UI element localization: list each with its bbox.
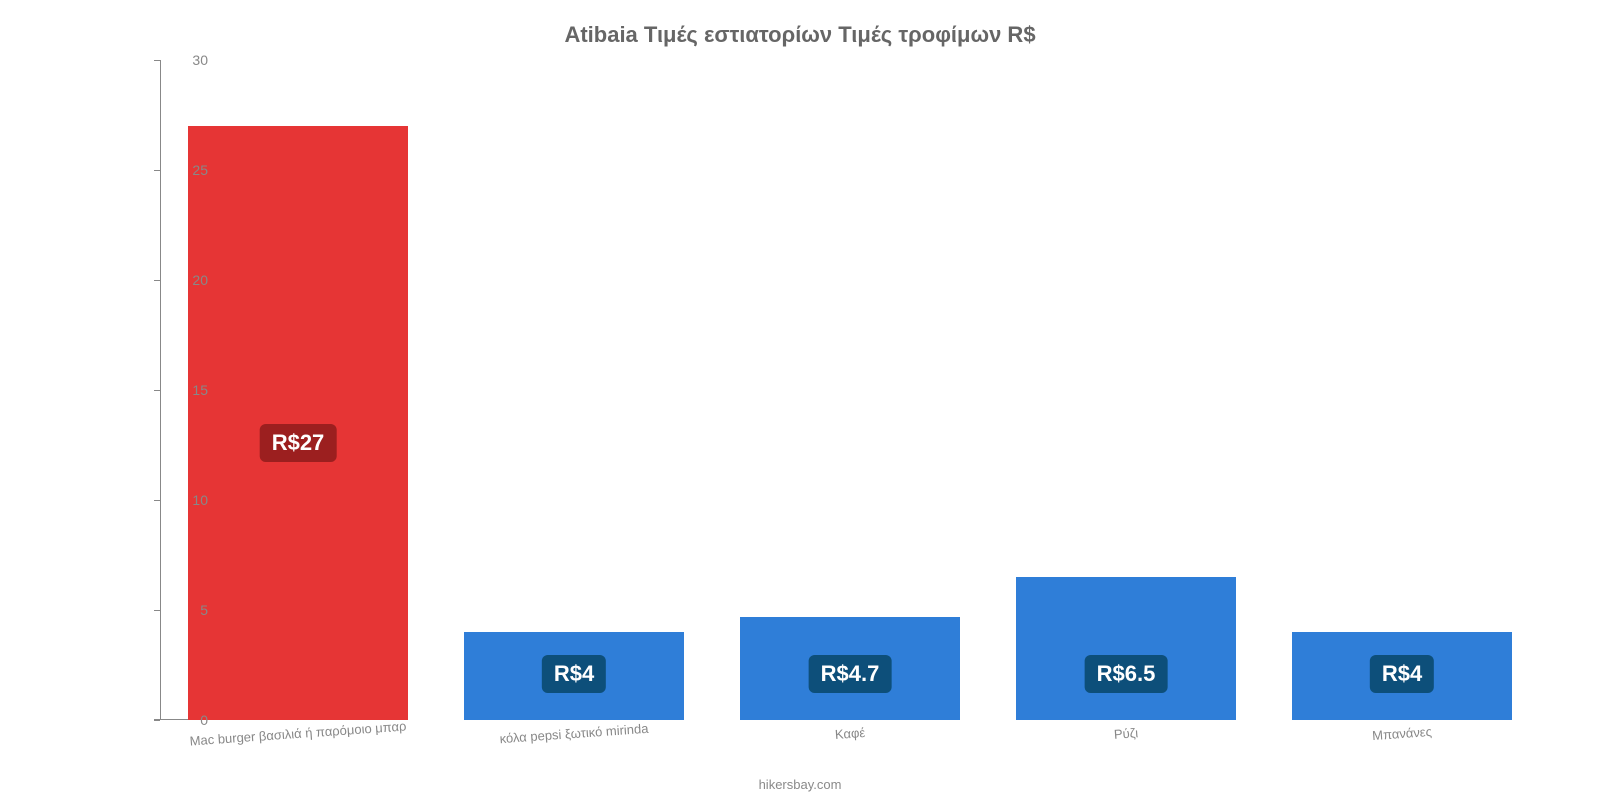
bar-value-label: R$4 (542, 655, 606, 693)
bars-group (160, 60, 1540, 720)
y-tick (154, 60, 160, 61)
y-tick (154, 610, 160, 611)
y-tick (154, 280, 160, 281)
bar-value-label: R$27 (260, 424, 337, 462)
x-axis-category-label: Ρύζι (1113, 725, 1138, 742)
y-axis-label: 30 (192, 52, 208, 68)
bar-value-label: R$4.7 (809, 655, 892, 693)
bar-value-label: R$6.5 (1085, 655, 1168, 693)
y-tick (154, 500, 160, 501)
x-axis-category-label: Καφέ (834, 725, 865, 742)
y-axis-label: 10 (192, 492, 208, 508)
footer-attribution: hikersbay.com (0, 777, 1600, 792)
y-tick (154, 170, 160, 171)
bar (1016, 577, 1237, 720)
y-axis-label: 5 (200, 602, 208, 618)
x-axis-category-label: Mac burger βασιλιά ή παρόμοιο μπαρ (189, 718, 407, 748)
plot-area (160, 60, 1540, 720)
bar-value-label: R$4 (1370, 655, 1434, 693)
y-tick (154, 720, 160, 721)
x-axis-category-label: κόλα pepsi ξωτικό mirinda (499, 721, 649, 746)
y-axis-label: 25 (192, 162, 208, 178)
y-axis-label: 15 (192, 382, 208, 398)
chart-title: Atibaia Τιμές εστιατορίων Τιμές τροφίμων… (0, 22, 1600, 48)
x-axis-category-label: Μπανάνες (1372, 724, 1433, 743)
y-axis-label: 0 (200, 712, 208, 728)
y-tick (154, 390, 160, 391)
y-axis-label: 20 (192, 272, 208, 288)
chart-container: Atibaia Τιμές εστιατορίων Τιμές τροφίμων… (0, 0, 1600, 800)
